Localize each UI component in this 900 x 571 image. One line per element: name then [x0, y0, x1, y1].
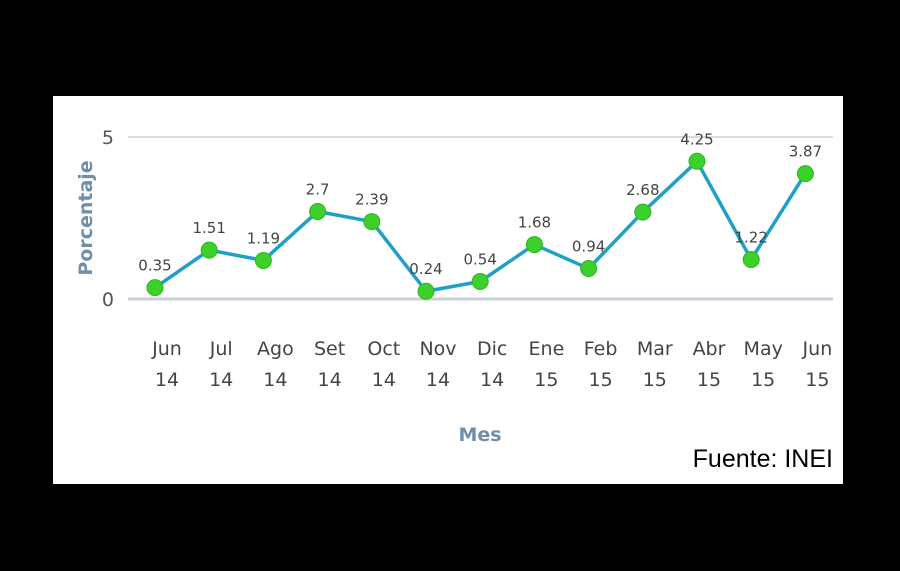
data-label-2: 1.19	[247, 229, 280, 247]
data-label-4: 2.39	[355, 191, 388, 209]
data-point-2	[254, 251, 272, 269]
x-tick-label-4-year: 14	[372, 369, 396, 391]
data-label-11: 1.22	[734, 228, 767, 246]
data-point-5	[417, 282, 435, 300]
data-label-0: 0.35	[138, 257, 171, 275]
x-tick-label-7-month: Ene	[529, 338, 565, 360]
data-point-6	[471, 273, 489, 291]
x-tick-label-12-year: 15	[805, 369, 829, 391]
data-label-1: 1.51	[192, 219, 225, 237]
source-note: Fuente: INEI	[692, 445, 833, 473]
x-tick-label-10-month: Abr	[693, 338, 726, 360]
data-label-8: 0.94	[572, 238, 605, 256]
x-tick-label-8-month: Feb	[584, 338, 618, 360]
data-point-8	[580, 260, 598, 278]
data-point-1	[200, 241, 218, 259]
data-label-9: 2.68	[626, 181, 659, 199]
x-tick-label-3-year: 14	[318, 369, 342, 391]
x-tick-label-1-year: 14	[209, 369, 233, 391]
data-label-3: 2.7	[306, 181, 330, 199]
data-label-12: 3.87	[789, 143, 822, 161]
x-tick-label-6-month: Dic	[477, 338, 507, 360]
x-tick-label-11-year: 15	[751, 369, 775, 391]
data-point-10	[688, 152, 706, 170]
x-tick-label-1-month: Jul	[209, 338, 233, 360]
y-axis-title: Porcentaje	[75, 160, 97, 275]
x-tick-label-0-month: Jun	[151, 338, 182, 360]
x-tick-label-6-year: 14	[480, 369, 504, 391]
data-point-11	[742, 250, 760, 268]
data-point-0	[146, 279, 164, 297]
x-tick-label-8-year: 15	[589, 369, 613, 391]
data-point-9	[634, 203, 652, 221]
data-point-12	[796, 165, 814, 183]
x-tick-label-4-month: Oct	[367, 338, 400, 360]
data-point-3	[309, 203, 327, 221]
data-label-7: 1.68	[518, 214, 551, 232]
x-tick-label-3-month: Set	[314, 338, 345, 360]
x-tick-label-9-year: 15	[643, 369, 667, 391]
data-point-4	[363, 213, 381, 231]
x-tick-label-5-year: 14	[426, 369, 450, 391]
data-label-5: 0.24	[409, 260, 442, 278]
x-tick-label-2-month: Ago	[257, 338, 294, 360]
chart-panel: 0 5 0.35 1.51 1.19 2.7 2.39 0.24 0.54 1.68 0.94 2.6…	[53, 96, 843, 484]
data-label-10: 4.25	[680, 130, 713, 148]
line-chart: 0 5 0.35 1.51 1.19 2.7 2.39 0.24 0.54 1.68 0.94 2.6…	[75, 127, 833, 446]
series-line	[154, 159, 807, 293]
x-axis-title: Mes	[458, 424, 501, 446]
x-tick-label-2-year: 14	[263, 369, 287, 391]
x-tick-label-11-month: May	[744, 338, 783, 360]
x-tick-label-10-year: 15	[697, 369, 721, 391]
x-tick-label-12-month: Jun	[802, 338, 833, 360]
x-tick-label-0-year: 14	[155, 369, 179, 391]
y-tick-label-0: 0	[102, 289, 114, 311]
data-label-6: 0.54	[463, 251, 496, 269]
y-tick-label-5: 5	[102, 127, 114, 149]
x-tick-label-5-month: Nov	[419, 338, 456, 360]
x-tick-label-7-year: 15	[534, 369, 558, 391]
data-point-7	[525, 236, 543, 254]
x-tick-label-9-month: Mar	[637, 338, 673, 360]
